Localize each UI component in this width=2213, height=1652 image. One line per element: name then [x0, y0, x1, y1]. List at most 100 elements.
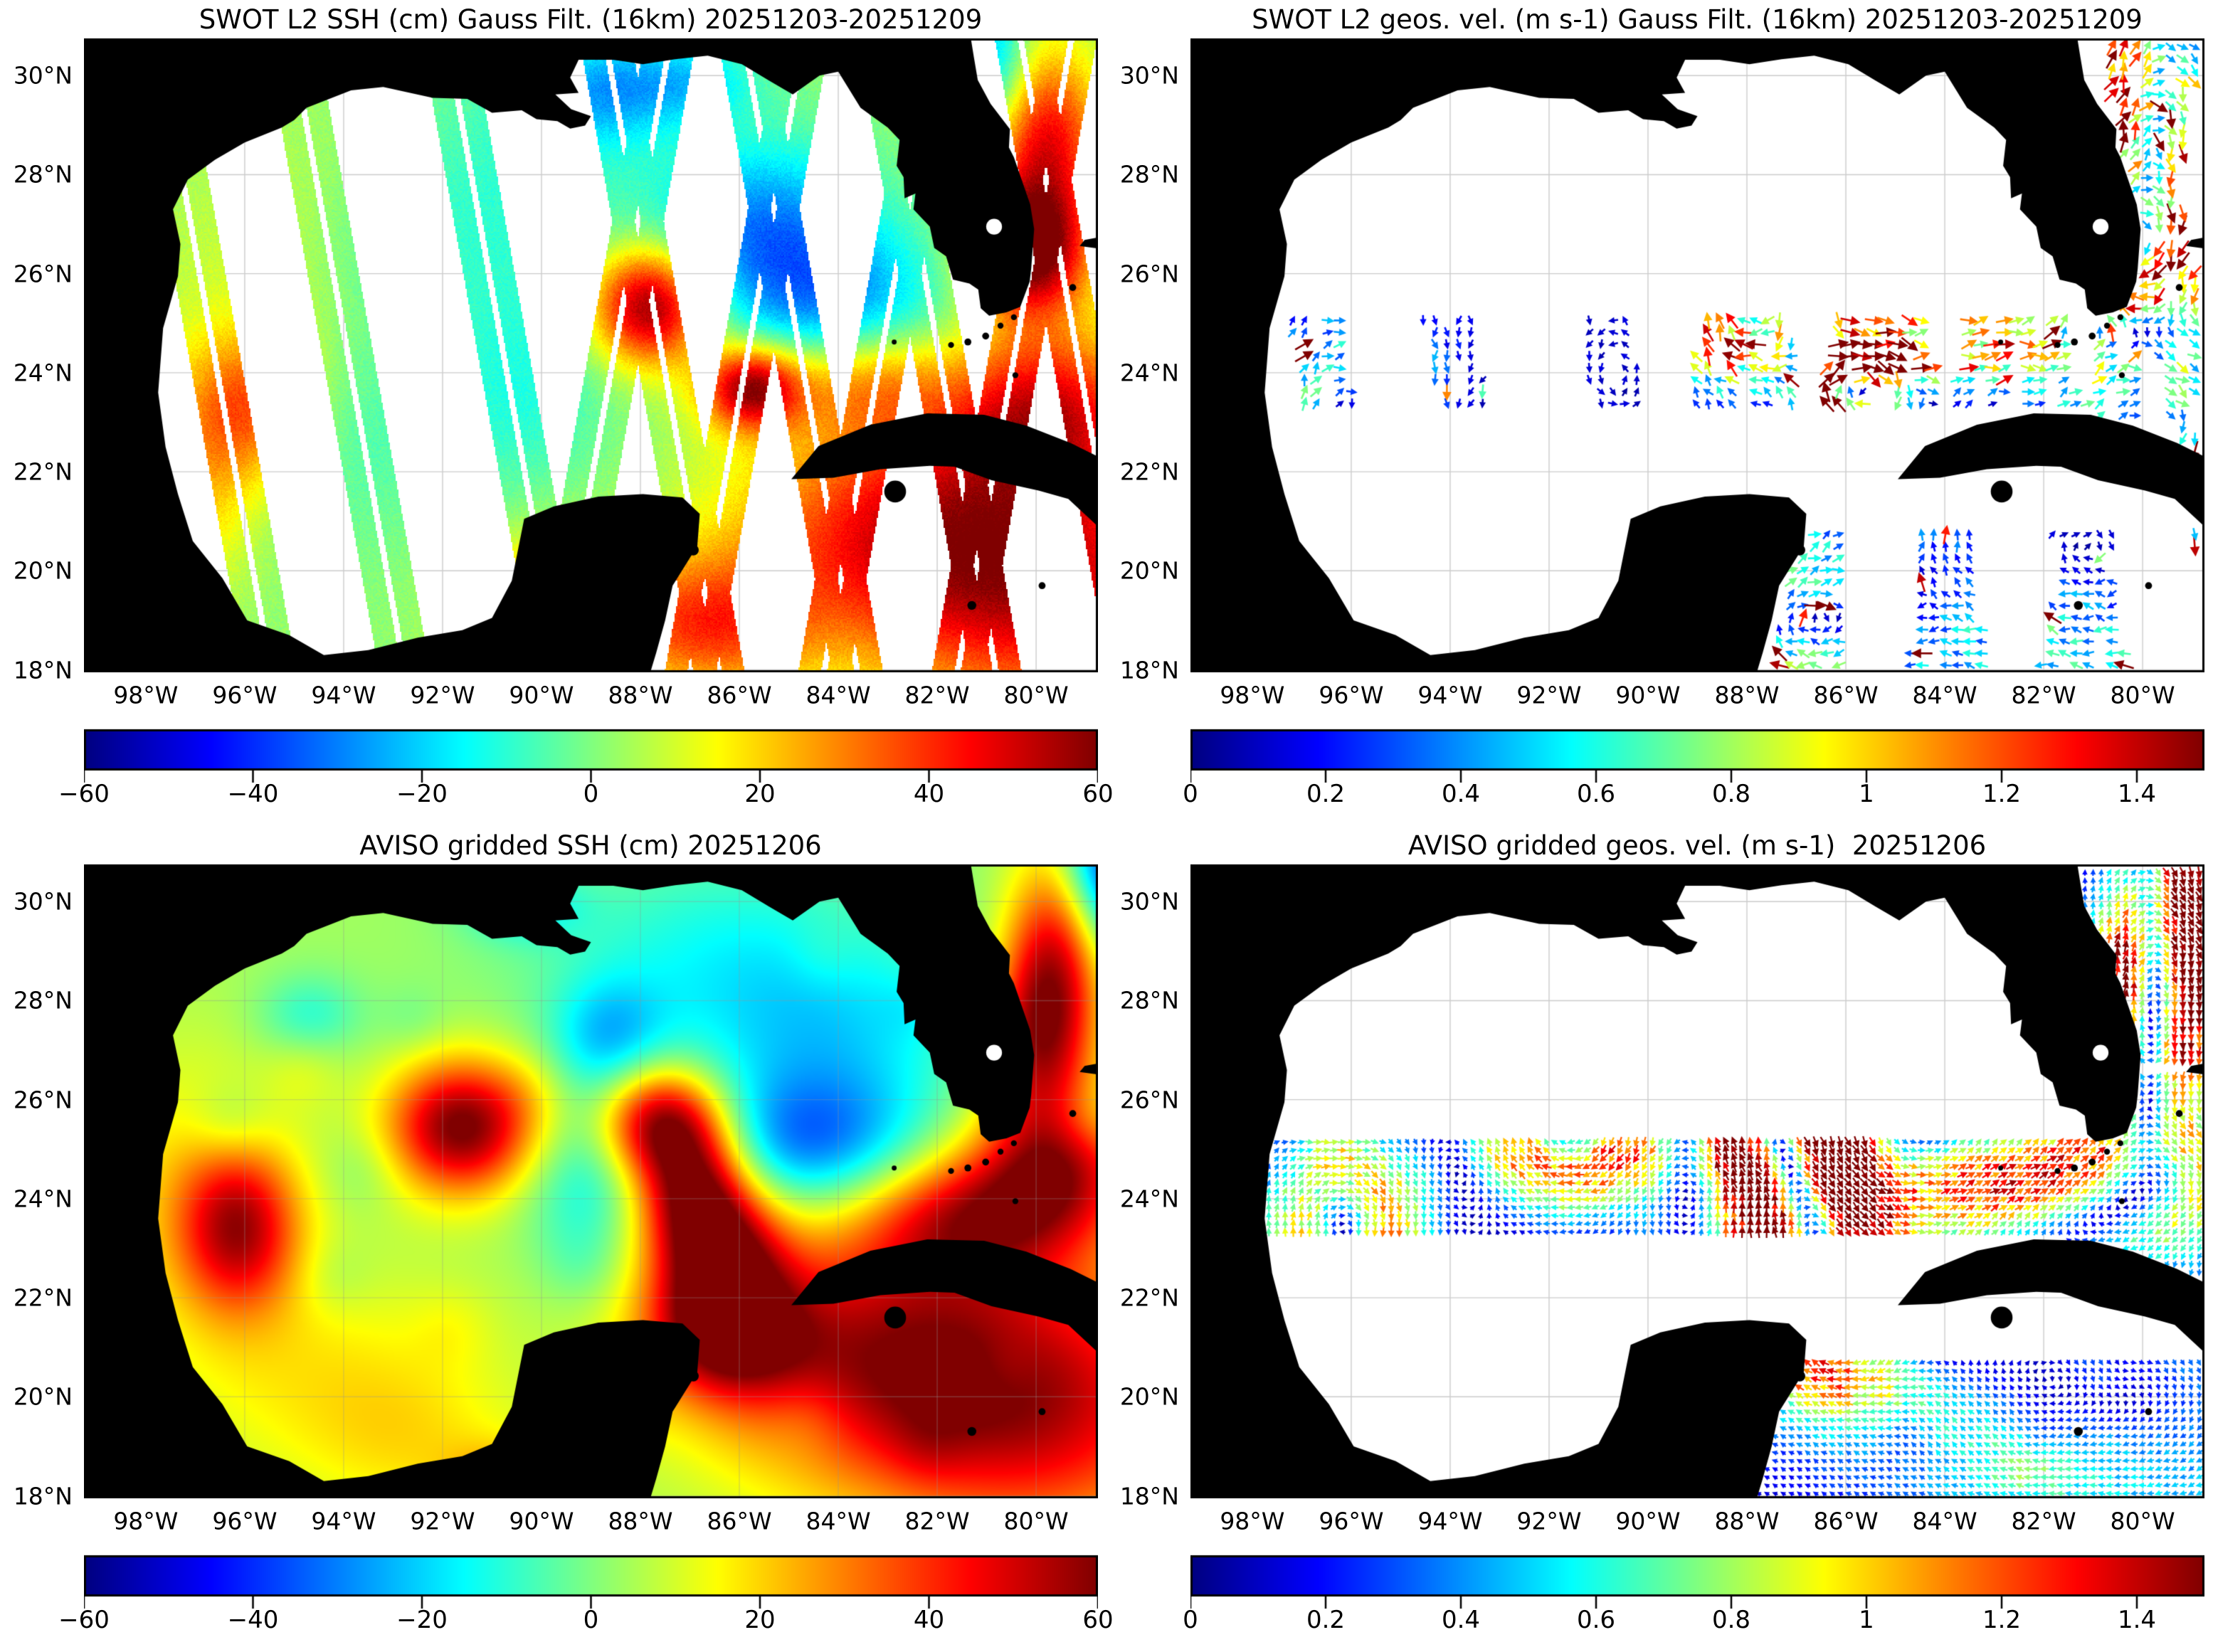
- colorbar-tick-label: 60: [1082, 780, 1114, 808]
- lat-tick-label: 30°N: [1119, 887, 1179, 916]
- panel-aviso-ssh: AVISO gridded SSH (cm) 20251206 30°N 28°N…: [0, 826, 1114, 1652]
- lon-tick-label: 94°W: [311, 681, 376, 709]
- colorbar-canvas-aviso-ssh: [84, 1553, 1098, 1613]
- lat-tick-label: 24°N: [1119, 1185, 1179, 1213]
- lat-tick-label: 30°N: [13, 61, 73, 90]
- lon-tick-label: 98°W: [1220, 1507, 1285, 1535]
- panel-title-aviso-velocity: AVISO gridded geos. vel. (m s-1) 2025120…: [1407, 830, 1987, 861]
- lon-tick-label: 96°W: [212, 1507, 278, 1535]
- colorbar-tick-label: 1.2: [1982, 1606, 2022, 1634]
- colorbar-tick-label: −60: [58, 1606, 110, 1634]
- lon-tick-label: 98°W: [113, 681, 179, 709]
- lat-tick-label: 24°N: [13, 1185, 73, 1213]
- map-canvas-swot-ssh: [84, 38, 1098, 672]
- lon-tick-label: 86°W: [1813, 681, 1879, 709]
- lat-tick-label: 20°N: [13, 1382, 73, 1411]
- colorbar-tick-label: 20: [744, 780, 776, 808]
- colorbar-tick-label: 0.6: [1576, 1606, 1616, 1634]
- lon-tick-label: 94°W: [311, 1507, 376, 1535]
- panel-title-aviso-ssh: AVISO gridded SSH (cm) 20251206: [359, 830, 822, 861]
- lon-tick-label: 92°W: [1516, 681, 1582, 709]
- lon-tick-label: 84°W: [806, 1507, 871, 1535]
- lon-tick-label: 84°W: [1912, 681, 1977, 709]
- colorbar-tick-label: 0.4: [1441, 1606, 1481, 1634]
- lon-tick-label: 82°W: [2011, 1507, 2076, 1535]
- lon-tick-label: 94°W: [1417, 1507, 1483, 1535]
- panel-aviso-velocity: AVISO gridded geos. vel. (m s-1) 2025120…: [1106, 826, 2213, 1652]
- lat-tick-label: 22°N: [1119, 457, 1179, 486]
- lon-tick-label: 88°W: [608, 681, 673, 709]
- lat-tick-label: 28°N: [13, 986, 73, 1015]
- lat-tick-label: 28°N: [1119, 160, 1179, 189]
- colorbar-tick-label: 0.2: [1306, 780, 1346, 808]
- lon-tick-label: 82°W: [904, 1507, 970, 1535]
- colorbar-tick-label: 40: [913, 780, 945, 808]
- colorbar-tick-label: −20: [396, 780, 448, 808]
- panel-title-swot-ssh: SWOT L2 SSH (cm) Gauss Filt. (16km) 2025…: [199, 4, 983, 35]
- lat-tick-label: 20°N: [1119, 556, 1179, 585]
- lon-tick-label: 86°W: [707, 681, 772, 709]
- lon-tick-label: 92°W: [410, 1507, 475, 1535]
- colorbar-canvas-swot-velocity: [1190, 727, 2204, 787]
- lon-tick-label: 90°W: [509, 681, 574, 709]
- panel-title-swot-velocity: SWOT L2 geos. vel. (m s-1) Gauss Filt. (…: [1252, 4, 2143, 35]
- lat-tick-label: 20°N: [1119, 1382, 1179, 1411]
- lon-tick-label: 80°W: [1003, 1507, 1069, 1535]
- lon-tick-label: 80°W: [2110, 681, 2175, 709]
- map-canvas-swot-velocity: [1190, 38, 2204, 672]
- panel-swot-velocity: SWOT L2 geos. vel. (m s-1) Gauss Filt. (…: [1106, 0, 2213, 826]
- lon-tick-label: 84°W: [1912, 1507, 1977, 1535]
- lat-tick-label: 26°N: [13, 260, 73, 288]
- colorbar-tick-label: −60: [58, 780, 110, 808]
- lon-tick-label: 88°W: [608, 1507, 673, 1535]
- colorbar-tick-label: 1.2: [1982, 780, 2022, 808]
- lon-tick-label: 80°W: [1003, 681, 1069, 709]
- colorbar-tick-label: 60: [1082, 1606, 1114, 1634]
- lon-tick-label: 88°W: [1714, 681, 1780, 709]
- colorbar-tick-label: 0.8: [1711, 780, 1751, 808]
- colorbar-tick-label: 20: [744, 1606, 776, 1634]
- lon-tick-label: 96°W: [1319, 681, 1384, 709]
- colorbar-tick-label: 1.4: [2117, 1606, 2157, 1634]
- map-canvas-aviso-ssh: [84, 864, 1098, 1498]
- colorbar-tick-label: 0.6: [1576, 780, 1616, 808]
- lon-tick-label: 82°W: [904, 681, 970, 709]
- lat-tick-label: 18°N: [1119, 1482, 1179, 1510]
- lon-tick-label: 82°W: [2011, 681, 2076, 709]
- lon-tick-label: 96°W: [212, 681, 278, 709]
- colorbar-tick-label: 0.2: [1306, 1606, 1346, 1634]
- colorbar-tick-label: −20: [396, 1606, 448, 1634]
- lat-tick-label: 28°N: [1119, 986, 1179, 1015]
- colorbar-tick-label: 1: [1859, 780, 1874, 808]
- lon-tick-label: 92°W: [410, 681, 475, 709]
- lon-tick-label: 96°W: [1319, 1507, 1384, 1535]
- colorbar-tick-label: 1.4: [2117, 780, 2157, 808]
- lat-tick-label: 26°N: [1119, 1086, 1179, 1114]
- colorbar-tick-label: −40: [227, 1606, 279, 1634]
- lat-tick-label: 22°N: [1119, 1283, 1179, 1312]
- lon-tick-label: 90°W: [509, 1507, 574, 1535]
- lat-tick-label: 18°N: [13, 656, 73, 684]
- lat-tick-label: 20°N: [13, 556, 73, 585]
- lat-tick-label: 24°N: [1119, 359, 1179, 387]
- colorbar-tick-label: 0.8: [1711, 1606, 1751, 1634]
- lon-tick-label: 88°W: [1714, 1507, 1780, 1535]
- lon-tick-label: 80°W: [2110, 1507, 2175, 1535]
- lat-tick-label: 24°N: [13, 359, 73, 387]
- colorbar-tick-label: 0: [583, 1606, 599, 1634]
- lon-tick-label: 94°W: [1417, 681, 1483, 709]
- lon-tick-label: 86°W: [707, 1507, 772, 1535]
- lon-tick-label: 90°W: [1615, 1507, 1681, 1535]
- lat-tick-label: 30°N: [13, 887, 73, 916]
- lat-tick-label: 26°N: [1119, 260, 1179, 288]
- lat-tick-label: 22°N: [13, 1283, 73, 1312]
- panel-swot-ssh: SWOT L2 SSH (cm) Gauss Filt. (16km) 2025…: [0, 0, 1114, 826]
- colorbar-tick-label: 0: [1183, 780, 1198, 808]
- lat-tick-label: 22°N: [13, 457, 73, 486]
- colorbar-tick-label: −40: [227, 780, 279, 808]
- colorbar-canvas-swot-ssh: [84, 727, 1098, 787]
- colorbar-canvas-aviso-velocity: [1190, 1553, 2204, 1613]
- colorbar-tick-label: 40: [913, 1606, 945, 1634]
- colorbar-tick-label: 0: [583, 780, 599, 808]
